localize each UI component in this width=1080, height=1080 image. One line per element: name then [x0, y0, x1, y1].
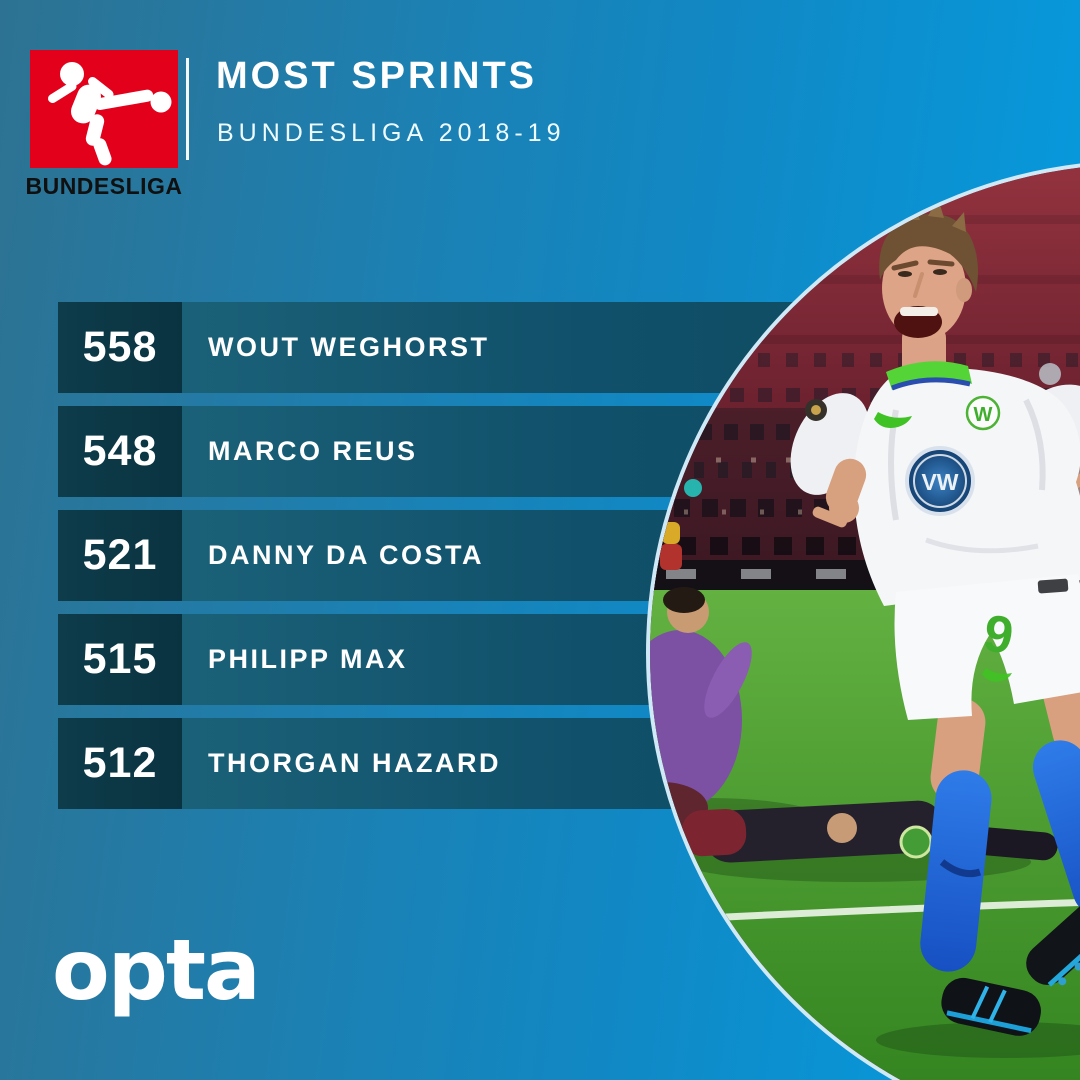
page-title: MOST SPRINTS — [216, 55, 538, 97]
page-subtitle: BUNDESLIGA 2018-19 — [217, 119, 566, 147]
sleeve-patch — [1039, 363, 1061, 385]
steward-in-crowd — [684, 479, 702, 497]
sprint-count: 558 — [58, 302, 182, 393]
sprint-count: 515 — [58, 614, 182, 705]
player-head — [879, 198, 978, 340]
nike-swoosh — [874, 412, 912, 428]
player-back-boot — [1026, 900, 1080, 987]
header-divider — [186, 58, 189, 160]
sprint-count: 521 — [58, 510, 182, 601]
player-front-boot — [941, 977, 1041, 1036]
pitch-line — [663, 898, 1080, 924]
cup-sleeve-badge — [805, 399, 827, 421]
bundesliga-wordmark: BUNDESLIGA — [25, 173, 183, 199]
wolfsburg-crest: W — [965, 395, 1001, 431]
crest-letter: W — [974, 404, 993, 426]
fan-in-crowd — [660, 522, 682, 570]
opta-logo: opta — [52, 921, 261, 1019]
celebrating-player: 9 — [790, 198, 1080, 1058]
player-photo-illustration: 9 — [650, 164, 1080, 1080]
vw-badge: VW — [905, 446, 975, 516]
player-photo-circle: 9 — [646, 160, 1080, 1080]
bundesliga-logo — [30, 50, 178, 168]
player-shorts — [894, 574, 1080, 720]
sprint-count: 512 — [58, 718, 182, 809]
sprint-count: 548 — [58, 406, 182, 497]
vw-letters: VW — [921, 469, 958, 495]
player-pointing-arm — [812, 458, 867, 528]
bundesliga-player-icon — [48, 62, 172, 166]
